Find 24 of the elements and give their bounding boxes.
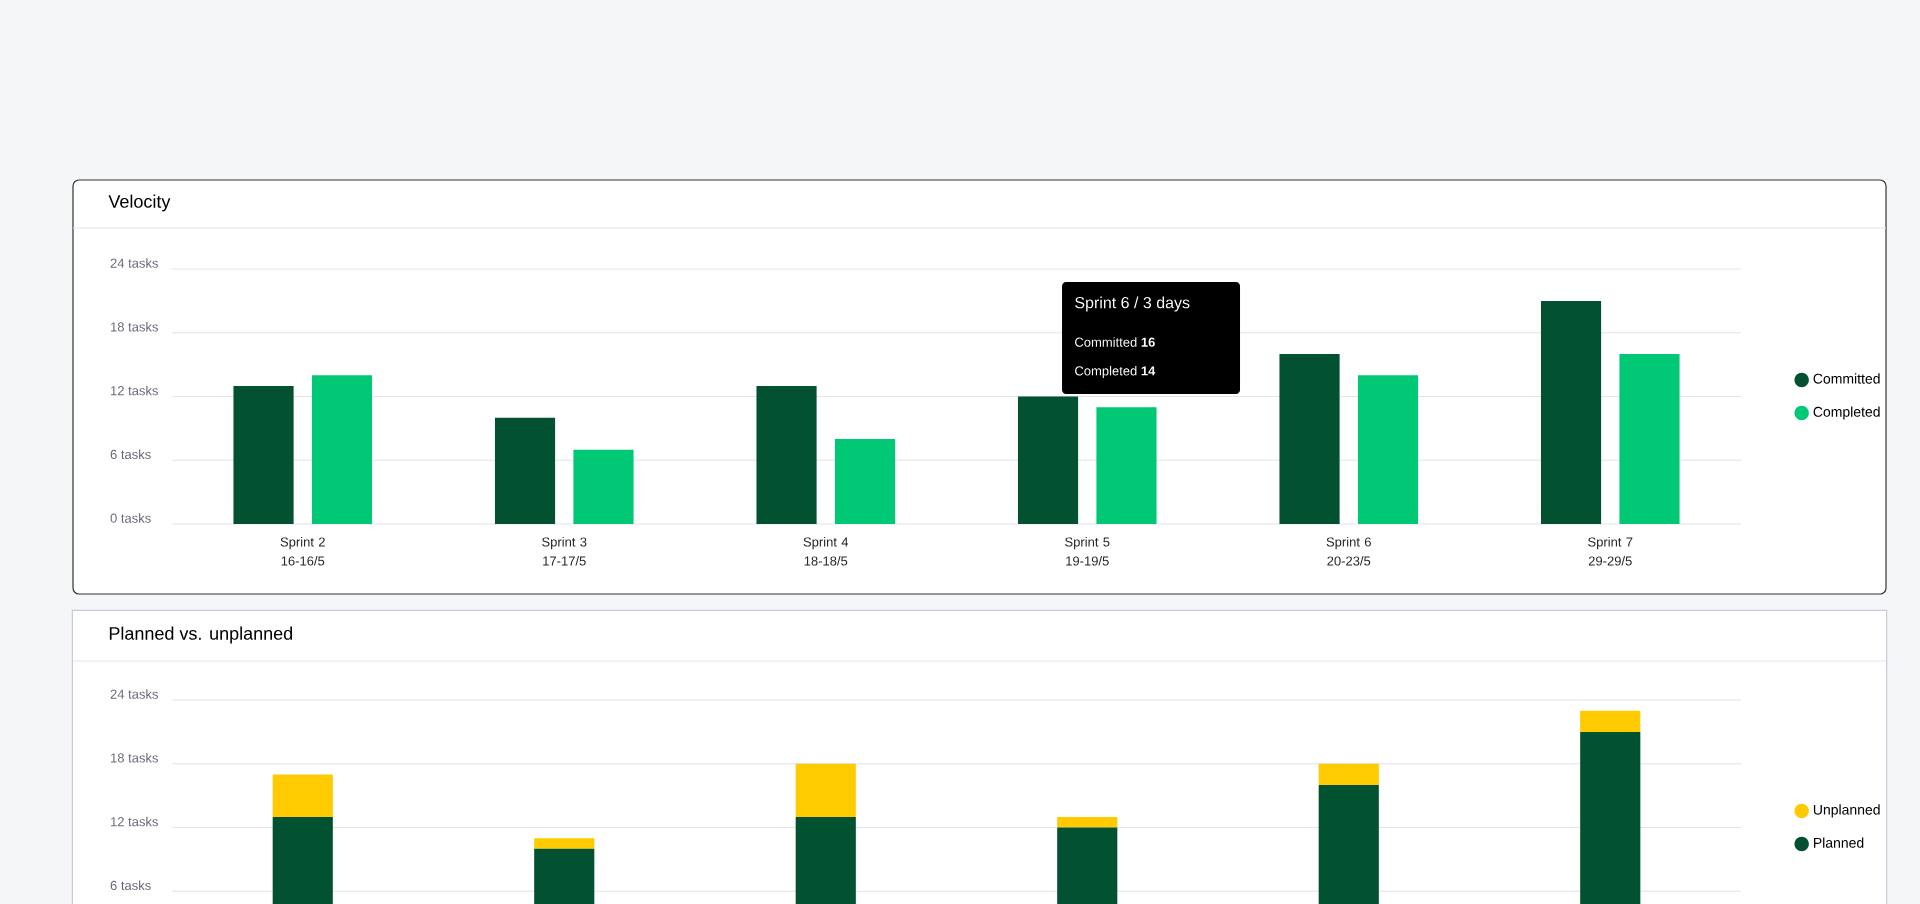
chart-title: Planned vs. unplanned	[109, 626, 293, 644]
y-tick-label: 24 tasks	[110, 258, 158, 268]
y-tick-label: 12 tasks	[111, 385, 158, 396]
x-tick-label: Sprint 4 18-18/5	[803, 537, 849, 566]
chart-title: Velocity	[108, 194, 171, 212]
x-tick-label: Sprint 6 20-23/5	[1326, 537, 1371, 566]
x-tick-label: Sprint 3 17-17/5	[542, 537, 587, 566]
annotation: Completed 14	[1075, 365, 1156, 379]
annotation: Committed 16	[1075, 337, 1155, 347]
x-tick-label: Sprint 7 29-29/5	[1588, 537, 1633, 566]
legend-label: Committed	[1813, 373, 1880, 384]
legend-label: Unplanned	[1813, 804, 1880, 818]
y-tick-label: 12 tasks	[111, 816, 158, 827]
y-tick-label: 18 tasks	[111, 752, 158, 763]
y-tick-label: 0 tasks	[110, 513, 151, 523]
y-tick-label: 24 tasks	[110, 689, 158, 699]
y-tick-label: 6 tasks	[110, 449, 151, 460]
legend-label: Completed	[1813, 406, 1880, 420]
legend-label: Planned	[1813, 837, 1864, 848]
x-tick-label: Sprint 2 16-16/5	[280, 537, 325, 566]
x-tick-label: Sprint 5 19-19/5	[1065, 537, 1110, 566]
y-tick-label: 18 tasks	[111, 321, 158, 332]
y-tick-label: 6 tasks	[110, 880, 151, 891]
annotation: Sprint 6 / 3 days	[1075, 296, 1190, 312]
